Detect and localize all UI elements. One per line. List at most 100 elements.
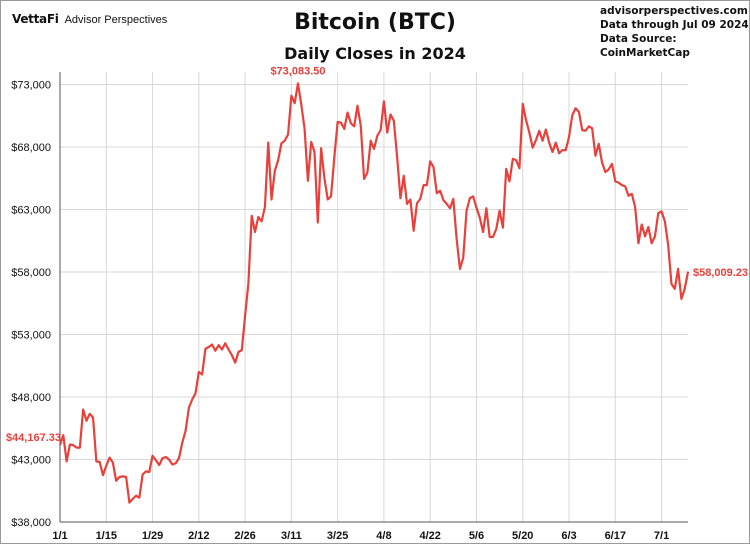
data-point xyxy=(667,244,669,246)
data-point xyxy=(99,461,101,463)
data-point xyxy=(588,125,590,127)
data-point xyxy=(350,122,352,124)
vettafi-logo: VettaFi Advisor Perspectives xyxy=(12,12,167,26)
data-point xyxy=(69,443,71,446)
data-point xyxy=(244,315,246,317)
data-point xyxy=(409,198,411,201)
data-point xyxy=(614,180,616,182)
data-point xyxy=(224,342,226,344)
chart-subtitle: Daily Closes in 2024 xyxy=(284,44,466,63)
x-tick-label: 4/8 xyxy=(376,530,391,542)
data-point xyxy=(462,257,464,259)
value-annotation: $44,167.33 xyxy=(6,432,61,444)
data-point xyxy=(356,105,359,107)
data-point xyxy=(171,463,173,466)
data-point xyxy=(545,128,547,131)
website-text: advisorperspectives.com xyxy=(600,5,748,17)
data-point xyxy=(59,444,61,446)
data-point xyxy=(548,142,550,144)
data-point xyxy=(581,129,583,131)
data-point xyxy=(518,167,521,169)
data-point xyxy=(330,195,332,197)
data-point xyxy=(561,149,564,151)
x-tick-label: 3/25 xyxy=(327,530,348,542)
data-point xyxy=(637,242,640,244)
data-point xyxy=(287,133,289,136)
data-point xyxy=(469,197,471,199)
data-point xyxy=(684,288,686,290)
data-point xyxy=(290,95,292,97)
y-tick-label: $48,000 xyxy=(11,392,51,404)
data-point xyxy=(479,217,481,219)
data-point xyxy=(528,132,530,134)
data-point xyxy=(323,177,326,179)
logo-subtitle: Advisor Perspectives xyxy=(64,14,168,26)
data-point xyxy=(598,143,600,145)
data-point xyxy=(85,420,88,422)
data-point xyxy=(449,207,451,209)
data-point xyxy=(168,458,170,461)
data-point xyxy=(317,222,319,224)
btc-price-line xyxy=(58,82,690,504)
data-point xyxy=(337,121,339,123)
data-point xyxy=(621,184,623,186)
data-point xyxy=(79,447,81,449)
data-point xyxy=(346,112,349,114)
data-point xyxy=(231,354,233,356)
data-point xyxy=(485,207,487,209)
data-point xyxy=(647,226,649,228)
data-point xyxy=(313,151,316,153)
data-point xyxy=(204,348,207,350)
chart-title: Bitcoin (BTC) xyxy=(294,10,456,35)
data-point xyxy=(389,113,392,116)
data-point xyxy=(227,348,230,351)
data-point xyxy=(601,162,603,164)
data-point xyxy=(651,242,653,244)
data-point xyxy=(687,271,689,273)
data-point xyxy=(188,407,190,409)
data-point xyxy=(611,163,613,165)
data-point xyxy=(594,155,597,157)
data-point xyxy=(264,206,266,208)
data-point xyxy=(459,268,461,270)
data-point xyxy=(237,351,240,353)
data-point xyxy=(591,127,593,129)
data-point xyxy=(654,235,656,237)
data-point xyxy=(604,171,606,173)
data-point xyxy=(416,202,418,204)
x-tick-label: 4/22 xyxy=(419,530,440,542)
data-point xyxy=(75,447,78,449)
data-point xyxy=(208,346,210,348)
data-point xyxy=(218,344,220,346)
data-point xyxy=(105,465,107,467)
data-point xyxy=(343,128,345,130)
data-point xyxy=(446,203,448,205)
data-point xyxy=(234,362,236,364)
data-point xyxy=(565,149,567,151)
value-annotation: $58,009.23 xyxy=(693,267,748,279)
data-point xyxy=(277,159,279,161)
data-point xyxy=(363,178,365,180)
data-point xyxy=(508,180,511,182)
data-point xyxy=(247,282,249,284)
data-point xyxy=(373,148,375,150)
data-point xyxy=(194,392,197,394)
data-point xyxy=(396,156,398,158)
data-point xyxy=(135,495,137,497)
data-point xyxy=(419,198,421,200)
logo-brand: VettaFi xyxy=(12,12,59,26)
data-point xyxy=(366,172,368,174)
data-point xyxy=(108,457,111,459)
y-tick-label: $38,000 xyxy=(11,517,51,529)
data-point xyxy=(492,236,494,238)
data-point xyxy=(641,223,643,226)
y-tick-label: $63,000 xyxy=(11,205,51,217)
data-point xyxy=(399,197,402,199)
x-tick-label: 5/20 xyxy=(512,530,533,542)
data-point xyxy=(406,203,408,205)
data-point xyxy=(198,371,200,373)
x-tick-label: 1/29 xyxy=(142,530,163,542)
data-point xyxy=(608,168,610,171)
data-point xyxy=(274,170,276,172)
data-point xyxy=(541,140,544,142)
